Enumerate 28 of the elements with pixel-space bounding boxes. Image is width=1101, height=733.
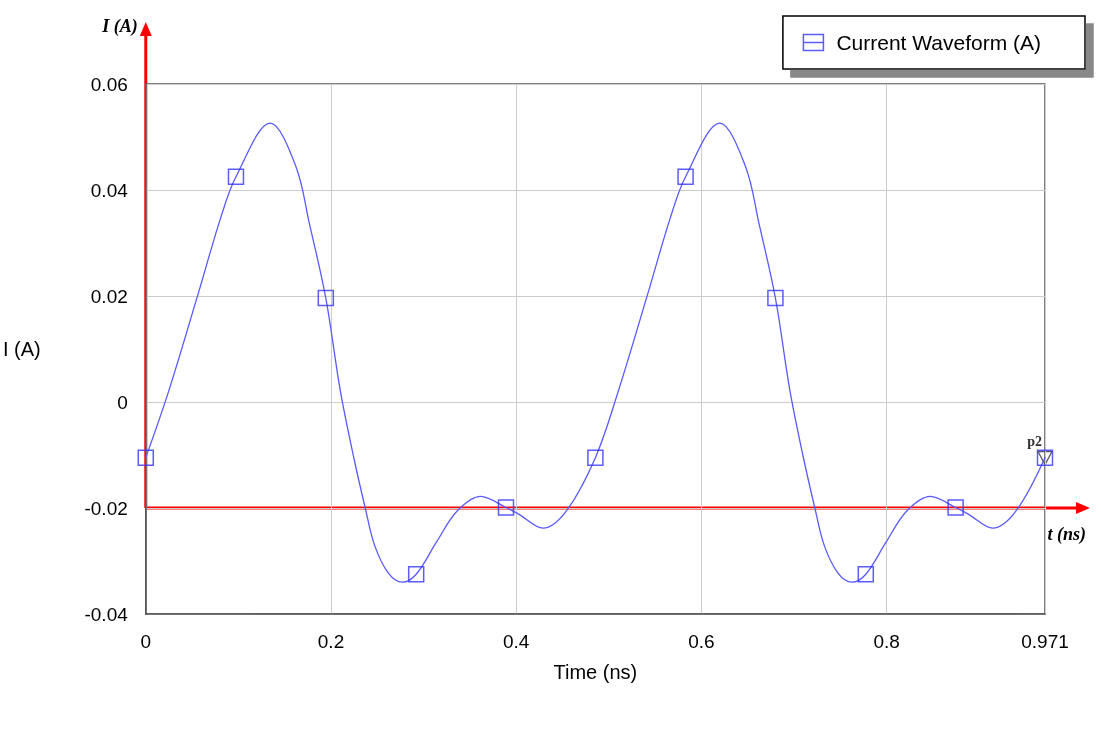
y-axis-title: I (A) (2, 338, 41, 360)
y-tick-label: 0.02 (90, 285, 128, 307)
point (227, 168, 245, 185)
point (137, 449, 155, 466)
x-axis-title: Time (ns) (553, 661, 638, 683)
point (767, 289, 784, 307)
y-tick-label: -0.04 (84, 603, 129, 625)
x-tick-label: 0.6 (688, 631, 715, 652)
point (407, 566, 425, 583)
x-tick-label: 0.4 (503, 631, 530, 652)
x-tick-label: 0.971 (1021, 631, 1069, 652)
y-tick-label: 0.04 (90, 179, 129, 201)
x-tick-label: 0 (140, 631, 152, 652)
ref-line-label: t (ns) (1047, 524, 1086, 545)
y-tick-label: -0.02 (84, 497, 128, 519)
point (857, 566, 875, 583)
point (677, 168, 694, 185)
point (587, 449, 604, 466)
ref-line-label: I (A) (101, 16, 138, 37)
y-tick-label: 0.06 (90, 73, 128, 95)
point (317, 289, 335, 307)
x-tick-label: 0.8 (873, 631, 900, 652)
annotation: p2 (1027, 433, 1042, 449)
y-tick-label: 0 (117, 391, 128, 413)
legend-label: Current Waveform (A) (836, 31, 1042, 54)
x-tick-label: 0.2 (317, 631, 345, 652)
point (947, 499, 964, 516)
point (497, 499, 515, 516)
